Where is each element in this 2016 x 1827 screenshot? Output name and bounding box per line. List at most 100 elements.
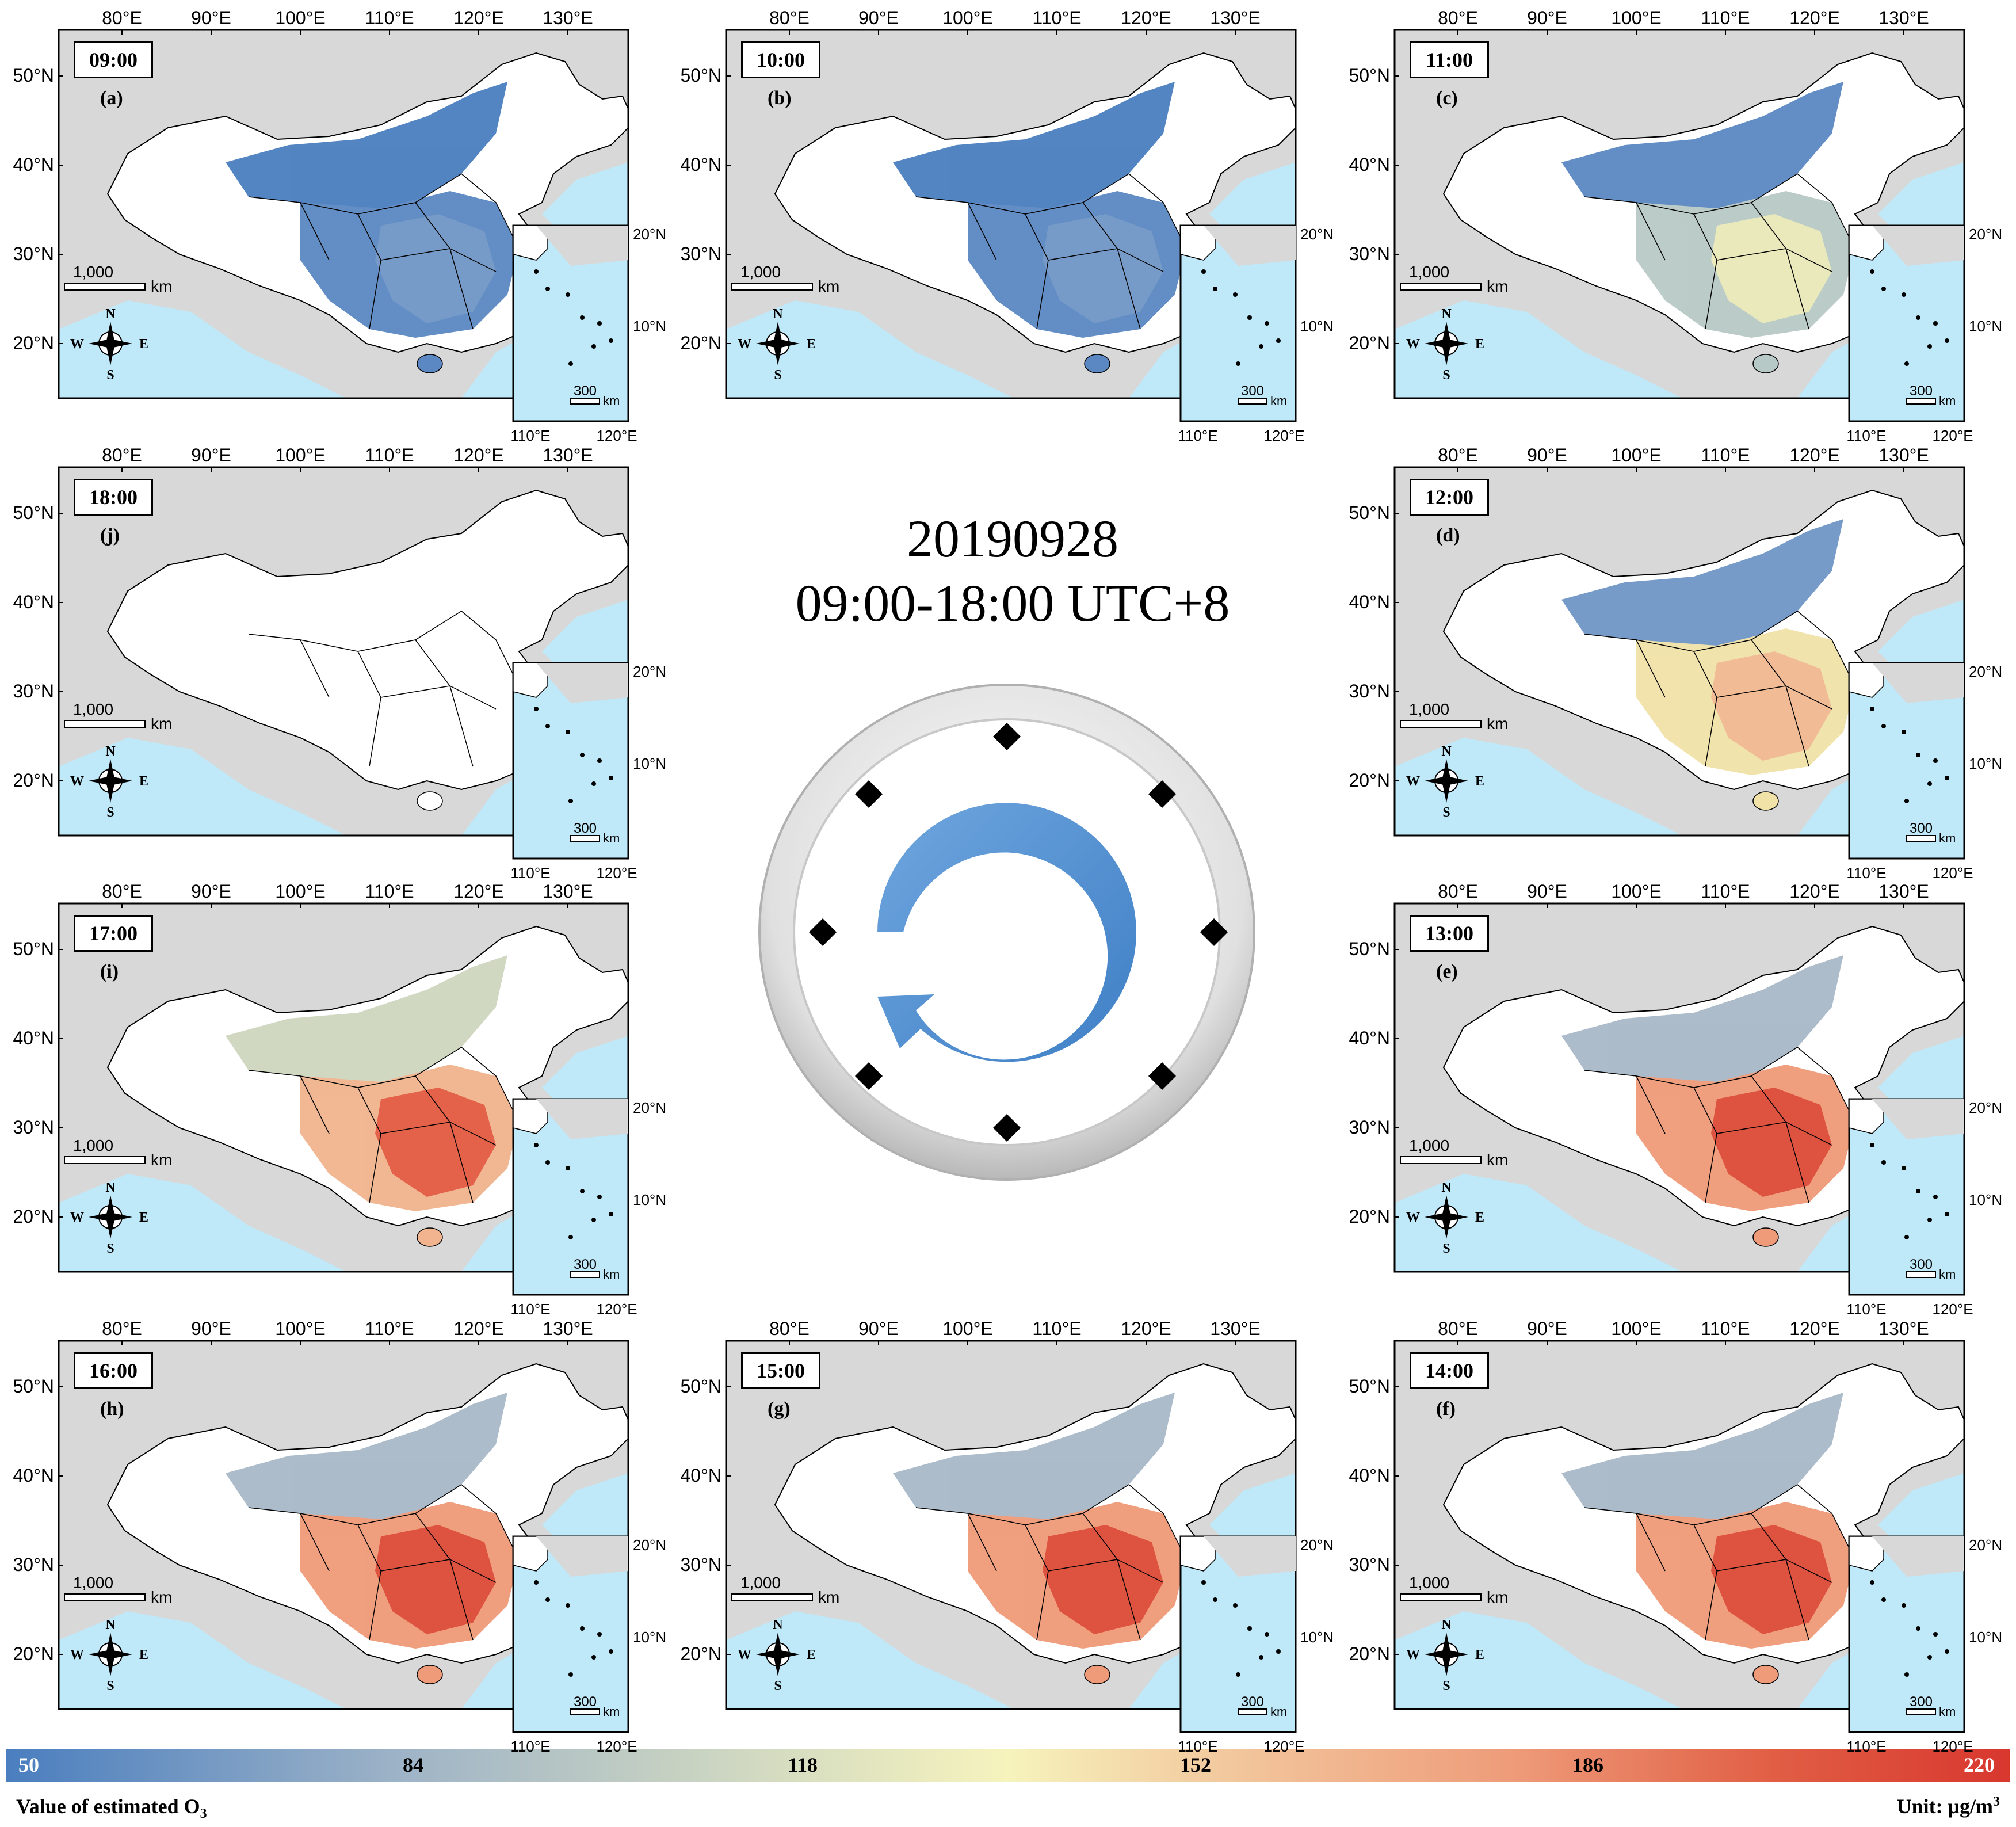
lat-tick-label: 50°N — [13, 65, 55, 86]
lon-tick-label: 130°E — [1878, 1318, 1929, 1339]
inset-scalebar-value: 300 — [1241, 1694, 1264, 1710]
map-canvas: 80°E 90°E 100°E 110°E 120°E 130°E 50°N 40°N 30°N… — [1349, 1318, 2003, 1755]
compass-icon — [89, 759, 132, 803]
scalebar — [64, 1156, 146, 1164]
lon-tick-label: 110°E — [1701, 7, 1750, 28]
lat-tick-label: 30°N — [681, 1554, 722, 1575]
scalebar — [1400, 1593, 1482, 1601]
south-china-sea-inset — [1848, 1535, 1965, 1733]
map-frame — [1393, 1340, 1965, 1710]
inset-lon-label: 110°E — [1178, 427, 1217, 444]
compass-label: S — [106, 805, 114, 820]
lon-tick-label: 90°E — [191, 1318, 231, 1339]
south-china-sea-inset — [1848, 662, 1965, 860]
compass-label: S — [774, 1679, 781, 1693]
lat-tick-label: 50°N — [1349, 502, 1391, 523]
map-panel: 80°E 90°E 100°E 110°E 120°E 130°E 50°N 40°N 30°N… — [6, 1318, 667, 1755]
compass-label: W — [70, 1210, 84, 1225]
map-frame — [1393, 29, 1965, 399]
lat-tick-label: 30°N — [1349, 681, 1391, 701]
lon-tick-label: 90°E — [858, 7, 899, 28]
inset-lat-label: 20°N — [1969, 1536, 2002, 1554]
south-china-sea-inset — [1848, 224, 1965, 422]
lat-tick-label: 20°N — [13, 1206, 55, 1227]
indian-ocean — [59, 738, 346, 836]
inset-lon-label: 120°E — [596, 1738, 637, 1755]
compass-label: N — [1441, 1180, 1452, 1195]
map-frame — [1393, 902, 1965, 1273]
inset-lat-label: 20°N — [1969, 663, 2002, 680]
lon-tick-label: 90°E — [191, 881, 231, 902]
scalebar-value: 1,000 — [740, 1574, 781, 1592]
inset-lat-label: 10°N — [1969, 318, 2002, 335]
figure-title: 20190928 09:00-18:00 UTC+8 — [748, 506, 1277, 635]
inset-scalebar-unit: km — [603, 1704, 620, 1719]
compass-label: W — [1406, 337, 1420, 352]
map-panel: 80°E 90°E 100°E 110°E 120°E 130°E 50°N 40°N 30°N… — [673, 1318, 1334, 1755]
inset-lon-label: 110°E — [1846, 427, 1886, 444]
compass-label: S — [1442, 805, 1450, 820]
compass-label: N — [105, 744, 116, 759]
lon-tick-label: 120°E — [453, 445, 504, 466]
lon-tick-label: 100°E — [1611, 7, 1662, 28]
inset-lat-label: 20°N — [1969, 226, 2002, 243]
scalebar-unit: km — [818, 1588, 839, 1606]
inset-lon-label: 120°E — [1932, 1300, 1973, 1318]
inset-scalebar-unit: km — [603, 394, 620, 408]
lon-tick-label: 90°E — [191, 7, 231, 28]
lat-tick-label: 30°N — [13, 1117, 55, 1138]
inset-lon-label: 110°E — [1846, 864, 1886, 882]
compass-icon — [1425, 1633, 1468, 1676]
indian-ocean — [1395, 300, 1682, 398]
province-borders — [248, 611, 520, 767]
panel-time-label: 12:00 — [1410, 479, 1489, 516]
inset-lon-label: 110°E — [510, 864, 550, 882]
hainan-island — [1752, 791, 1779, 811]
lon-tick-label: 130°E — [543, 7, 593, 28]
lon-tick-label: 110°E — [1032, 7, 1081, 28]
colorbar-tick: 84 — [403, 1753, 423, 1776]
inset-lon-label: 120°E — [1263, 427, 1304, 444]
indian-ocean — [726, 1611, 1014, 1709]
lat-tick-label: 40°N — [13, 1465, 55, 1486]
colorbar-tick: 220 — [1964, 1753, 1995, 1776]
lon-tick-label: 120°E — [1789, 881, 1840, 902]
lat-tick-label: 20°N — [13, 770, 55, 791]
map-canvas: 80°E 90°E 100°E 110°E 120°E 130°E 50°N 40°N 30°N… — [1349, 881, 2003, 1318]
lon-tick-label: 100°E — [1611, 881, 1662, 902]
lon-tick-label: 120°E — [453, 7, 504, 28]
province-borders — [1584, 173, 1855, 330]
lon-tick-label: 130°E — [1878, 445, 1929, 466]
inset-scalebar-value: 300 — [574, 1694, 597, 1710]
hainan-island — [417, 354, 443, 373]
lon-tick-label: 90°E — [1527, 7, 1567, 28]
lon-tick-label: 100°E — [1611, 445, 1662, 466]
scalebar-unit: km — [151, 1588, 172, 1606]
lat-tick-label: 50°N — [1349, 65, 1391, 86]
map-frame — [58, 466, 629, 837]
inset-scalebar-value: 300 — [1910, 821, 1933, 836]
colorbar — [6, 1749, 2010, 1782]
hainan-island — [1752, 1227, 1779, 1247]
panel-letter: (c) — [1436, 87, 1458, 109]
lon-tick-label: 90°E — [858, 1318, 899, 1339]
lon-tick-label: 80°E — [102, 7, 142, 28]
o3-field — [1561, 82, 1855, 338]
compass-icon — [1425, 759, 1468, 803]
indian-ocean — [726, 300, 1014, 398]
lon-tick-label: 90°E — [1527, 445, 1567, 466]
map-frame — [58, 29, 629, 399]
compass-icon — [89, 322, 132, 365]
inset-lon-label: 120°E — [596, 864, 637, 882]
lat-tick-label: 40°N — [681, 1465, 722, 1486]
compass-label: E — [807, 1647, 816, 1662]
panel-time-label: 09:00 — [74, 41, 153, 78]
compass-label: S — [106, 1241, 114, 1256]
lat-tick-label: 30°N — [13, 243, 55, 264]
compass-label: S — [106, 1679, 114, 1693]
south-china-sea-inset — [512, 224, 629, 422]
compass-label: S — [1442, 368, 1450, 383]
o3-field — [226, 955, 519, 1211]
lon-tick-label: 80°E — [769, 1318, 810, 1339]
inset-lon-label: 110°E — [1178, 1738, 1217, 1755]
